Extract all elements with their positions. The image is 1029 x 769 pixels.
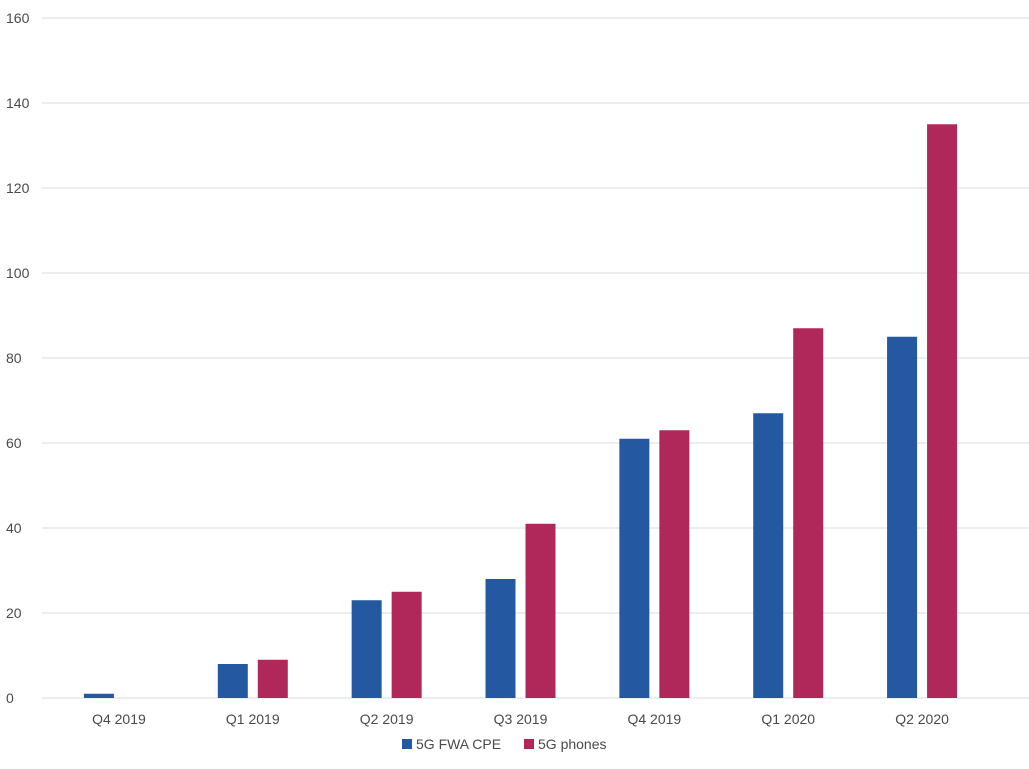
y-tick-label: 40 [6,520,22,536]
bar-5g-fwa-cpe [217,664,248,698]
bar-5g-fwa-cpe [887,336,918,698]
x-tick-label: Q2 2019 [360,711,414,727]
x-axis-ticks: Q4 2019 Q1 2019 Q2 2019 Q3 2019 Q4 2019 Q1 20… [92,711,949,727]
x-tick-label: Q1 2020 [761,711,815,727]
x-tick-label: Q4 2019 [92,711,146,727]
x-tick-label: Q4 2019 [627,711,681,727]
y-tick-label: 80 [6,350,22,366]
legend-label: 5G FWA CPE [416,736,501,752]
legend: 5G FWA CPE 5G phones [402,736,607,752]
y-tick-label: 120 [6,180,30,196]
bars-layer [83,124,958,698]
x-tick-label: Q2 2020 [895,711,949,727]
y-tick-label: 20 [6,605,22,621]
y-tick-label: 140 [6,95,30,111]
x-tick-label: Q3 2019 [494,711,548,727]
bar-5g-phones [257,659,288,698]
bar-5g-fwa-cpe [485,579,516,698]
legend-swatch [524,739,534,749]
y-tick-label: 0 [6,690,14,706]
y-tick-label: 160 [6,10,30,26]
bar-5g-phones [793,328,824,698]
legend-label: 5G phones [538,736,607,752]
y-axis-ticks: 0 20 40 60 80 100 120 140 160 [6,10,30,706]
bar-5g-phones [927,124,958,698]
bar-5g-fwa-cpe [753,413,784,698]
y-tick-label: 100 [6,265,30,281]
bar-5g-phones [525,523,556,698]
y-tick-label: 60 [6,435,22,451]
grid-layer [42,17,1029,699]
bar-5g-phones [391,591,422,698]
bar-5g-fwa-cpe [619,438,650,698]
bar-5g-fwa-cpe [351,600,382,698]
bar-5g-fwa-cpe [83,693,114,698]
legend-swatch [402,739,412,749]
x-tick-label: Q1 2019 [226,711,280,727]
bar-5g-phones [659,430,690,698]
